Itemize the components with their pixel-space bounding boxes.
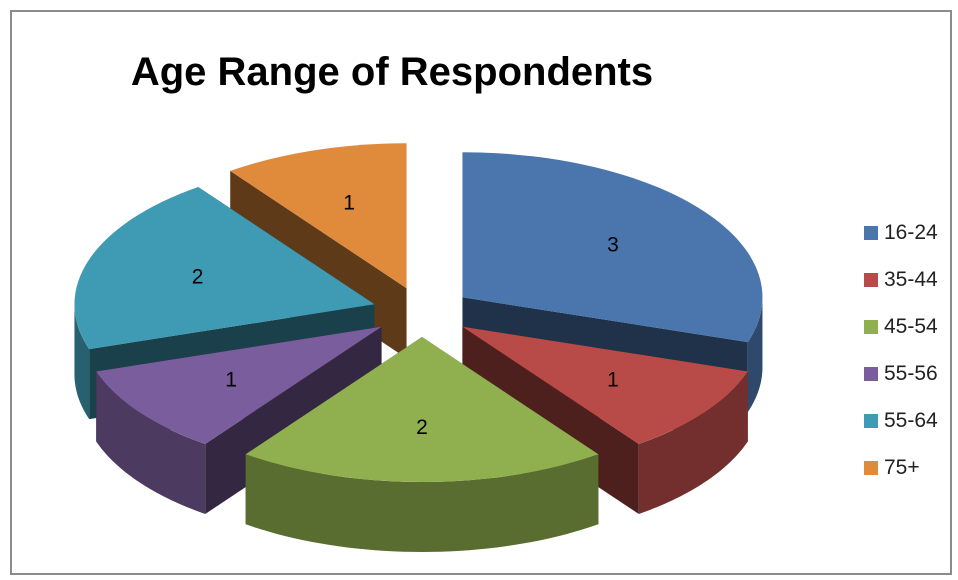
- legend-swatch: [864, 367, 878, 381]
- data-label-55-56: 1: [225, 369, 237, 392]
- legend-item-16-24: 16-24: [864, 217, 938, 249]
- legend-label: 75+: [884, 456, 920, 479]
- chart-legend: 16-24 35-44 45-54 55-56 55-64 75+: [864, 217, 938, 499]
- slice-outer-wall: [74, 304, 90, 420]
- pie-slice-45-54: [245, 337, 599, 552]
- legend-swatch: [864, 273, 878, 287]
- slice-outer-wall: [747, 297, 763, 413]
- legend-label: 55-56: [884, 362, 938, 385]
- slice-top-face: [96, 326, 382, 445]
- chart-title: Age Range of Respondents: [130, 50, 654, 94]
- legend-label: 35-44: [884, 268, 938, 291]
- legend-label: 16-24: [884, 221, 938, 244]
- legend-swatch: [864, 226, 878, 240]
- legend-item-45-54: 45-54: [864, 311, 938, 343]
- slice-outer-wall: [245, 454, 599, 552]
- pie-chart: 3 1 2 1 2 1: [74, 143, 763, 552]
- legend-item-75+: 75+: [864, 452, 938, 484]
- legend-label: 45-54: [884, 315, 938, 338]
- slice-outer-wall: [638, 371, 748, 515]
- data-label-35-44: 1: [607, 369, 619, 392]
- legend-swatch: [864, 461, 878, 475]
- data-label-75+: 1: [343, 192, 355, 215]
- legend-item-55-56: 55-56: [864, 358, 938, 390]
- pie-slice-55-56: [96, 326, 382, 515]
- data-label-55-64: 2: [192, 265, 204, 288]
- legend-swatch: [864, 414, 878, 428]
- legend-item-35-44: 35-44: [864, 264, 938, 296]
- legend-item-55-64: 55-64: [864, 405, 938, 437]
- slice-outer-wall: [96, 371, 206, 515]
- data-label-16-24: 3: [607, 233, 619, 256]
- legend-label: 55-64: [884, 409, 938, 432]
- slice-top-face: [462, 152, 763, 343]
- legend-swatch: [864, 320, 878, 334]
- slice-top-face: [245, 337, 599, 483]
- slice-top-face: [230, 143, 407, 289]
- slice-top-face: [462, 326, 748, 445]
- chart-area: Age Range of Respondents 3 1 2 1 2 1 16-24 35-…: [10, 10, 952, 575]
- slice-top-face: [74, 186, 375, 350]
- data-label-45-54: 2: [416, 416, 428, 439]
